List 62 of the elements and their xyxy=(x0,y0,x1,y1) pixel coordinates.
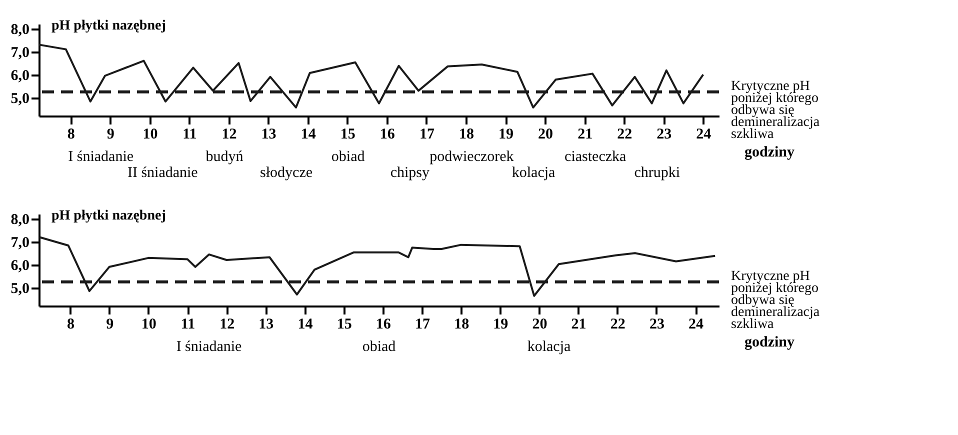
text: I śniadanie xyxy=(176,339,242,355)
x-tick-label: 16 xyxy=(380,126,396,142)
x-axis-title: godziny xyxy=(744,334,796,350)
text: ciasteczka xyxy=(564,149,627,165)
text: II śniadanie xyxy=(127,165,198,181)
x-tick-label: 10 xyxy=(142,126,158,142)
x-tick-label: 15 xyxy=(336,316,352,332)
y-tick-label: 7,0 xyxy=(10,45,30,62)
x-tick-label: 16 xyxy=(376,316,392,332)
x-tick-label: 19 xyxy=(493,316,508,332)
x-tick-label: 17 xyxy=(419,126,435,142)
x-tick-label: 8 xyxy=(67,316,75,332)
ref-line-label: Krytyczne pH poniżej którego odbywa się demineralizacja szkliwa xyxy=(731,78,820,142)
x-tick-label: 11 xyxy=(180,316,196,332)
x-tick-label: 18 xyxy=(454,316,470,332)
x-tick-label: 24 xyxy=(688,316,704,332)
text: podwieczorek xyxy=(430,149,514,165)
x-tick-label: 14 xyxy=(298,316,314,332)
x-tick-label: 9 xyxy=(106,316,114,332)
x-tick-label: 23 xyxy=(656,126,672,142)
x-tick-label: 17 xyxy=(414,316,430,332)
y-tick-label: 7,0 xyxy=(10,235,30,252)
x-tick-label: 15 xyxy=(340,126,356,142)
text: słodycze xyxy=(260,165,313,181)
x-tick-label: 20 xyxy=(532,316,548,332)
x-tick-label: 22 xyxy=(610,316,626,332)
text: budyń xyxy=(206,149,244,165)
x-tick-label: 19 xyxy=(498,126,514,142)
x-axis-title: godziny xyxy=(744,144,796,160)
ref-line-label: Krytyczne pH poniżej którego odbywa się demineralizacja szkliwa xyxy=(731,268,820,332)
x-tick-label: 14 xyxy=(300,126,316,142)
x-tick-label: 12 xyxy=(220,316,235,332)
y-tick-label: 5,0 xyxy=(10,91,30,108)
x-tick-label: 20 xyxy=(538,126,554,142)
x-tick-label: 21 xyxy=(571,316,586,332)
text: chrupki xyxy=(634,165,680,181)
text: obiad xyxy=(331,149,366,165)
text: chipsy xyxy=(390,165,430,181)
line-series xyxy=(38,236,716,297)
y-tick-label: 5,0 xyxy=(10,281,30,298)
y-tick-label: 6,0 xyxy=(10,68,30,84)
x-tick-label: 18 xyxy=(458,126,474,142)
x-tick-label: 9 xyxy=(106,126,114,142)
x-tick-label: 24 xyxy=(696,126,712,142)
x-tick-label: 21 xyxy=(578,126,593,142)
y-axis-title: pH płytki nazębnej xyxy=(52,208,166,224)
x-tick-label: 23 xyxy=(649,316,664,332)
text: kolacja xyxy=(527,339,571,355)
y-axis-title: pH płytki nazębnej xyxy=(52,18,166,34)
x-tick-label: 12 xyxy=(222,126,237,142)
x-tick-label: 10 xyxy=(141,316,156,332)
y-tick-label: 8,0 xyxy=(10,22,30,38)
x-tick-label: 22 xyxy=(617,126,632,142)
text: kolacja xyxy=(512,165,556,181)
x-tick-label: 11 xyxy=(182,126,197,142)
x-tick-label: 8 xyxy=(67,126,75,142)
text: obiad xyxy=(362,339,396,355)
y-tick-label: 6,0 xyxy=(10,258,30,274)
x-tick-label: 13 xyxy=(261,126,276,142)
x-tick-label: 13 xyxy=(258,316,274,332)
text: I śniadanie xyxy=(68,149,134,165)
y-tick-label: 8,0 xyxy=(10,212,30,228)
